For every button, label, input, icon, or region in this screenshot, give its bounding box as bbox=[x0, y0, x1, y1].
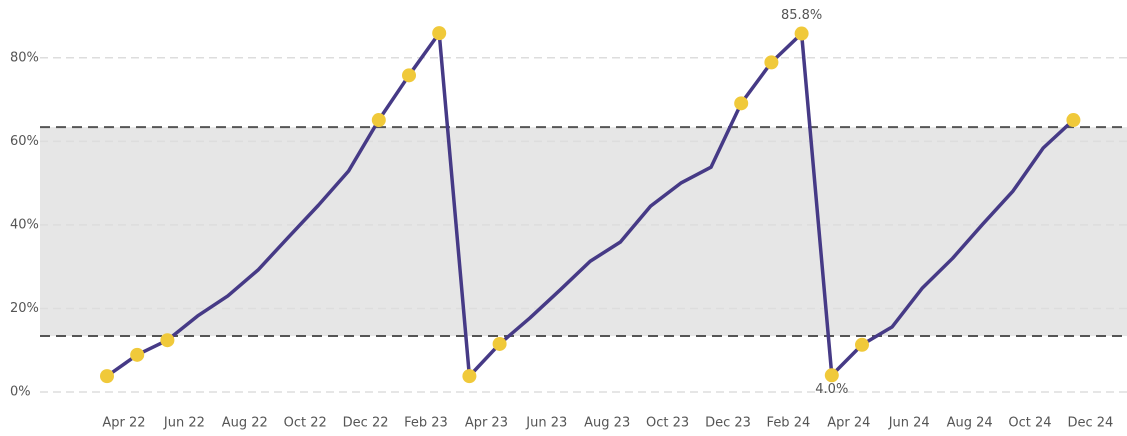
point-marker bbox=[160, 333, 175, 348]
point-marker bbox=[855, 337, 869, 352]
point-marker bbox=[764, 55, 779, 70]
x-tick-label: Aug 22 bbox=[222, 416, 268, 431]
x-tick-label: Apr 22 bbox=[102, 416, 145, 431]
data-label: 85.8% bbox=[781, 8, 822, 23]
y-tick-label: 60% bbox=[10, 134, 39, 149]
x-tick-label: Dec 22 bbox=[343, 416, 389, 431]
point-marker bbox=[794, 26, 809, 41]
point-marker bbox=[462, 369, 477, 384]
x-tick-label: Dec 23 bbox=[705, 416, 751, 431]
x-tick-label: Jun 24 bbox=[888, 416, 930, 431]
x-tick-label: Feb 23 bbox=[404, 416, 448, 431]
point-marker bbox=[432, 26, 447, 41]
point-marker bbox=[402, 68, 416, 83]
data-label: 4.0% bbox=[815, 382, 848, 397]
x-tick-label: Oct 22 bbox=[284, 416, 327, 431]
y-tick-label: 40% bbox=[10, 217, 39, 232]
x-tick-label: Dec 24 bbox=[1067, 416, 1113, 431]
y-tick-label: 80% bbox=[10, 50, 39, 65]
x-tick-label: Oct 24 bbox=[1008, 416, 1051, 431]
x-tick-label: Apr 23 bbox=[465, 416, 508, 431]
point-marker bbox=[371, 113, 386, 128]
point-marker bbox=[100, 369, 114, 384]
target-band bbox=[40, 127, 1127, 337]
x-tick-label: Oct 23 bbox=[646, 416, 689, 431]
x-tick-label: Jun 23 bbox=[525, 416, 567, 431]
x-tick-label: Feb 24 bbox=[767, 416, 811, 431]
series-line bbox=[105, 31, 1075, 378]
point-marker bbox=[824, 368, 839, 383]
point-marker bbox=[130, 347, 145, 362]
y-tick-label: 20% bbox=[10, 301, 39, 316]
x-tick-label: Aug 24 bbox=[947, 416, 993, 431]
x-tick-label: Apr 24 bbox=[827, 416, 870, 431]
y-tick-label: 0% bbox=[10, 385, 31, 400]
point-marker bbox=[734, 96, 749, 111]
point-marker bbox=[1066, 113, 1081, 128]
point-marker bbox=[492, 336, 507, 351]
x-tick-label: Jun 22 bbox=[163, 416, 205, 431]
x-tick-label: Aug 23 bbox=[584, 416, 630, 431]
